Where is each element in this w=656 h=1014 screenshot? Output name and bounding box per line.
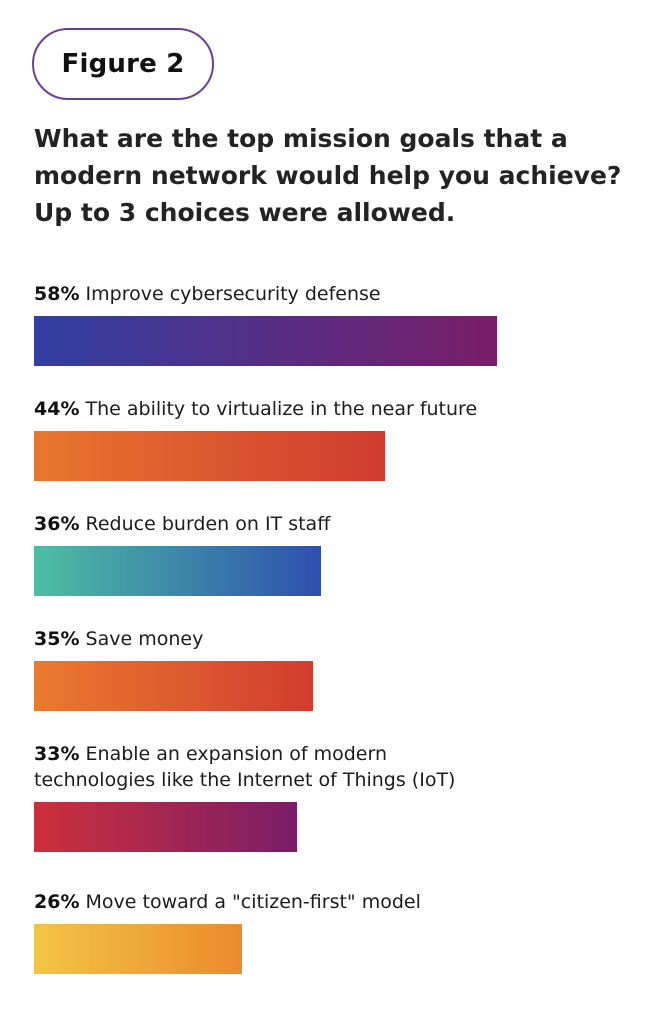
bar-percent-label: 36% xyxy=(34,513,79,535)
bar-label: 35% Save money xyxy=(34,628,203,650)
chart-title: What are the top mission goals that a mo… xyxy=(34,124,622,227)
bar-label: 36% Reduce burden on IT staff xyxy=(34,513,331,535)
bar-category-label: Enable an expansion of modern xyxy=(79,743,387,765)
bar-label: 44% The ability to virtualize in the nea… xyxy=(34,398,477,420)
bar-label: 58% Improve cybersecurity defense xyxy=(34,283,381,305)
bar-percent-label: 35% xyxy=(34,628,79,650)
bar xyxy=(34,431,385,481)
bar-category-label: Reduce burden on IT staff xyxy=(79,513,331,535)
bar-percent-label: 44% xyxy=(34,398,79,420)
bar-percent-label: 26% xyxy=(34,891,79,913)
bar xyxy=(34,316,497,366)
bar-label: 26% Move toward a "citizen-first" model xyxy=(34,891,421,913)
bar xyxy=(34,661,313,711)
bar-label: 33% Enable an expansion of modern xyxy=(34,743,387,765)
bar-category-label: Save money xyxy=(79,628,203,650)
bar xyxy=(34,802,297,852)
bar-category-label: Move toward a "citizen-first" model xyxy=(79,891,420,913)
bar-category-label: The ability to virtualize in the near fu… xyxy=(79,398,477,420)
bar-percent-label: 33% xyxy=(34,743,79,765)
bar-category-label: Improve cybersecurity defense xyxy=(79,283,380,305)
bar xyxy=(34,924,242,974)
figure-label: Figure 2 xyxy=(32,28,214,100)
bar-label: technologies like the Internet of Things… xyxy=(34,769,455,791)
bar-percent-label: 58% xyxy=(34,283,79,305)
chart-marks: 58% Improve cybersecurity defense 44% The… xyxy=(34,283,497,974)
bar xyxy=(34,546,321,596)
